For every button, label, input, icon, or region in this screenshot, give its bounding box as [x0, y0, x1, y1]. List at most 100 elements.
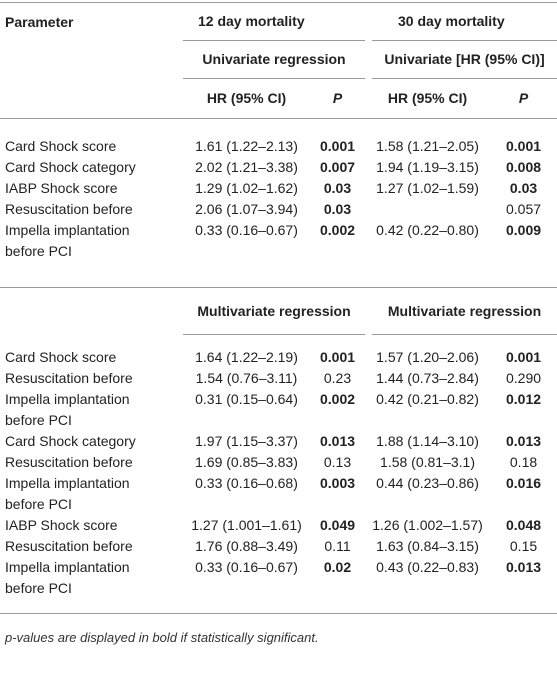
section-title: Multivariate regression — [372, 288, 557, 335]
header-cell: Parameter — [5, 13, 74, 30]
section-header: Multivariate regression — [183, 288, 366, 335]
data-row: Card Shock score 1.64 (1.22–2.19) 0.001 1.5… — [0, 347, 557, 368]
p-value: 0.002 — [319, 391, 356, 407]
group-header: 12 day mortality — [183, 3, 366, 41]
p-value: 0.03 — [323, 201, 352, 217]
p-value: 0.13 — [323, 454, 352, 470]
p-value: 0.03 — [323, 180, 352, 196]
hazard-ratio: 1.26 (1.002–1.57) — [372, 517, 483, 533]
parameter: Resuscitation before — [0, 368, 183, 389]
footnote: p-values are displayed in bold if statis… — [5, 630, 319, 645]
p-value: 0.013 — [506, 559, 542, 575]
parameter: Resuscitation before — [0, 536, 183, 557]
p-value: 0.001 — [506, 138, 542, 154]
data-row: Resuscitation before 1.76 (0.88–3.49) 0.11… — [0, 536, 557, 557]
p-value: 0.001 — [319, 349, 356, 365]
data-row: IABP Shock score 1.27 (1.001–1.61) 0.049 1.… — [0, 515, 557, 536]
data-row: Impella implantation before PCI 0.33 (0.1… — [0, 220, 557, 262]
hazard-ratio: 1.44 (0.73–2.84) — [376, 370, 479, 386]
p-value: 0.03 — [509, 180, 538, 196]
data-row: Card Shock category 1.97 (1.15–3.37) 0.013… — [0, 431, 557, 452]
hazard-ratio: 1.63 (0.84–3.15) — [376, 538, 479, 554]
hazard-ratio: 1.27 (1.001–1.61) — [191, 517, 302, 533]
group-header-text: 12 day mortality — [183, 3, 366, 41]
p-value: 0.001 — [319, 138, 356, 154]
hazard-ratio — [365, 199, 490, 220]
parameter-text: IABP Shock score — [5, 180, 118, 196]
hazard-ratio: 0.43 (0.22–0.83) — [376, 559, 479, 575]
parameter: IABP Shock score — [0, 178, 183, 199]
results-table: Parameter 12 day mortality 30 day mortal… — [0, 2, 557, 614]
subheader: HR (95% CI) — [183, 79, 310, 119]
parameter-text: Resuscitation before — [5, 201, 133, 217]
parameter-text: Resuscitation before — [5, 538, 133, 554]
p-value: 0.007 — [319, 159, 356, 175]
parameter: Impella implantation before PCI — [0, 473, 183, 515]
data-row: Resuscitation before 1.54 (0.76–3.11) 0.23… — [0, 368, 557, 389]
parameter-text: Resuscitation before — [5, 454, 133, 470]
p-value: 0.18 — [509, 454, 538, 470]
hazard-ratio: 1.69 (0.85–3.83) — [195, 454, 298, 470]
parameter: Resuscitation before — [0, 199, 183, 220]
hazard-ratio: 1.88 (1.14–3.10) — [376, 433, 479, 449]
data-row: Impella implantation before PCI 0.33 (0.1… — [0, 557, 557, 599]
hazard-ratio: 0.31 (0.15–0.64) — [195, 391, 298, 407]
p-value: 0.15 — [509, 538, 538, 554]
parameter-text: Card Shock category — [5, 433, 136, 449]
parameter-text: Resuscitation before — [5, 370, 133, 386]
data-row: Resuscitation before 2.06 (1.07–3.94) 0.03… — [0, 199, 557, 220]
p-value: 0.013 — [506, 433, 542, 449]
p-value: 0.048 — [506, 517, 542, 533]
data-row: Impella implantation before PCI 0.31 (0.1… — [0, 389, 557, 431]
p-value: 0.008 — [506, 159, 542, 175]
section-header-row: Univariate regression Univariate [HR (95… — [0, 41, 557, 79]
section-header: Univariate regression — [183, 41, 366, 79]
section-header: Univariate [HR (95% CI)] — [365, 41, 557, 79]
p-value: 0.016 — [506, 475, 542, 491]
parameter: Resuscitation before — [0, 452, 183, 473]
hazard-ratio: 0.33 (0.16–0.67) — [195, 559, 298, 575]
parameter: Card Shock category — [0, 431, 183, 452]
parameter: Impella implantation before PCI — [0, 557, 183, 599]
p-value: 0.012 — [506, 391, 542, 407]
parameter-text: Card Shock score — [5, 138, 117, 154]
parameter: IABP Shock score — [0, 515, 183, 536]
header-row: Parameter 12 day mortality 30 day mortal… — [0, 3, 557, 41]
hazard-ratio: 1.29 (1.02–1.62) — [195, 180, 298, 196]
hazard-ratio: 0.44 (0.23–0.86) — [376, 475, 479, 491]
p-value: 0.02 — [323, 559, 352, 575]
p-value: 0.049 — [319, 517, 356, 533]
p-value: 0.002 — [319, 222, 356, 238]
parameter-text: Impella implantation before PCI — [5, 391, 130, 428]
parameter-text: Card Shock category — [5, 159, 136, 175]
hazard-ratio: 2.02 (1.21–3.38) — [195, 159, 298, 175]
hazard-ratio: 0.33 (0.16–0.67) — [195, 222, 298, 238]
hazard-ratio: 1.97 (1.15–3.37) — [195, 433, 298, 449]
parameter-text: Impella implantation before PCI — [5, 475, 130, 512]
parameter-text: Card Shock score — [5, 349, 117, 365]
parameter: Card Shock score — [0, 136, 183, 157]
p-value: 0.057 — [506, 201, 542, 217]
parameter: Impella implantation before PCI — [0, 389, 183, 431]
hazard-ratio: 0.42 (0.22–0.80) — [376, 222, 479, 238]
section-title: Multivariate regression — [183, 288, 366, 335]
section-rows: Card Shock score 1.64 (1.22–2.19) 0.001 1.5… — [0, 347, 557, 599]
parameter-text: IABP Shock score — [5, 517, 118, 533]
data-row: IABP Shock score 1.29 (1.02–1.62) 0.03 1.27… — [0, 178, 557, 199]
data-row: Impella implantation before PCI 0.33 (0.1… — [0, 473, 557, 515]
p-value: 0.009 — [506, 222, 542, 238]
section-header-row: Multivariate regression Multivariate reg… — [0, 288, 557, 335]
p-value: 0.013 — [319, 433, 356, 449]
hazard-ratio: 1.61 (1.22–2.13) — [195, 138, 298, 154]
p-value: 0.001 — [506, 349, 542, 365]
hazard-ratio: 0.42 (0.21–0.82) — [376, 391, 479, 407]
hazard-ratio: 1.58 (1.21–2.05) — [376, 138, 479, 154]
subheader: P — [310, 79, 366, 119]
parameter-text: Impella implantation before PCI — [5, 222, 130, 259]
hazard-ratio: 1.76 (0.88–3.49) — [195, 538, 298, 554]
section-rows: Card Shock score 1.61 (1.22–2.13) 0.001 1.5… — [0, 136, 557, 262]
parameter: Card Shock score — [0, 347, 183, 368]
data-row: Resuscitation before 1.69 (0.85–3.83) 0.13… — [0, 452, 557, 473]
